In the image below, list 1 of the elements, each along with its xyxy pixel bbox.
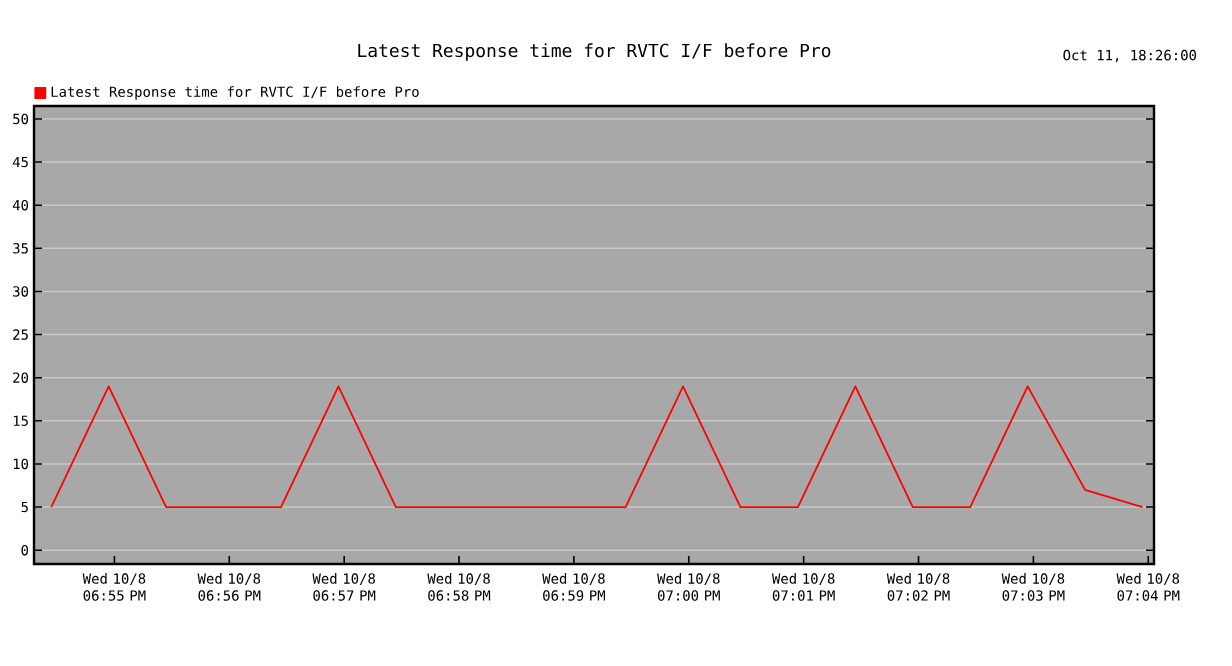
chart-title: Latest Response time for RVTC I/F before Pro	[358, 43, 831, 61]
